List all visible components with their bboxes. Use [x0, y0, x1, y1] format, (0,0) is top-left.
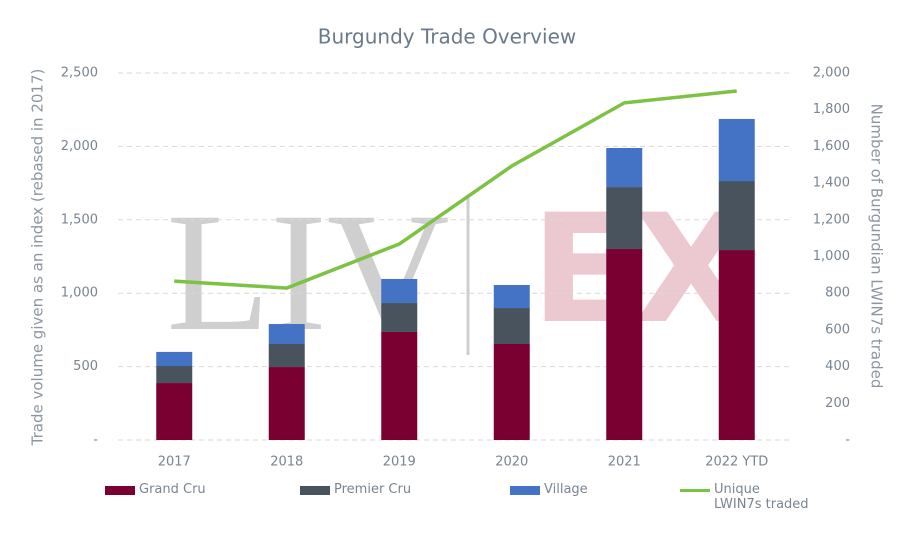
- y2-tick-label: 400: [825, 359, 850, 374]
- legend-swatch: [680, 489, 710, 492]
- y2-tick-label: 800: [825, 286, 850, 301]
- legend-swatch: [105, 486, 135, 495]
- y2-tick-label: 1,200: [813, 212, 850, 227]
- y2-tick-label: 1,800: [813, 102, 850, 117]
- bar: [268, 367, 305, 440]
- legend-item: Unique LWIN7s traded: [680, 482, 810, 512]
- y-tick-label: -: [93, 433, 98, 448]
- legend-label: Unique LWIN7s traded: [714, 482, 809, 512]
- x-tick-label: 2021: [608, 455, 641, 470]
- legend-item: Village: [510, 482, 670, 497]
- bar: [268, 343, 305, 368]
- chart-title: Burgundy Trade Overview: [318, 25, 576, 49]
- legend-item: Grand Cru: [105, 482, 285, 497]
- bar: [493, 343, 530, 440]
- bar: [718, 181, 755, 251]
- y-axis-title: Trade volume given as an index (rebased …: [29, 69, 47, 447]
- bar: [381, 278, 418, 304]
- x-tick-label: 2018: [270, 455, 303, 470]
- bar: [493, 308, 530, 344]
- bar: [606, 187, 643, 250]
- legend-swatch: [510, 486, 540, 495]
- bar: [493, 284, 530, 309]
- x-tick-label: 2022 YTD: [705, 455, 768, 470]
- bar: [156, 366, 193, 384]
- y-tick-label: 2,500: [61, 66, 98, 81]
- bar: [156, 351, 193, 367]
- y-tick-label: 1,500: [61, 212, 98, 227]
- bar: [268, 324, 305, 344]
- y2-axis-title: Number of Burgundian LWIN7s traded: [868, 104, 886, 389]
- x-tick-label: 2019: [383, 455, 416, 470]
- y2-tick-label: 1,400: [813, 176, 850, 191]
- y-tick-label: 2,000: [61, 139, 98, 154]
- y-tick-label: 500: [73, 359, 98, 374]
- bar: [606, 249, 643, 440]
- bar: [718, 250, 755, 440]
- x-tick-label: 2020: [495, 455, 528, 470]
- y2-tick-label: 1,600: [813, 139, 850, 154]
- bar: [718, 118, 755, 182]
- y2-tick-label: 1,000: [813, 249, 850, 264]
- y-tick-label: 1,000: [61, 286, 98, 301]
- legend-label: Premier Cru: [334, 482, 412, 497]
- x-tick-label: 2017: [158, 455, 191, 470]
- legend-swatch: [300, 486, 330, 495]
- line: [174, 89, 737, 290]
- bar: [606, 148, 643, 188]
- bar: [156, 383, 193, 440]
- y2-tick-label: 2,000: [813, 66, 850, 81]
- y2-tick-label: 200: [825, 396, 850, 411]
- y2-tick-label: 600: [825, 322, 850, 337]
- legend-item: Premier Cru: [300, 482, 490, 497]
- legend-label: Grand Cru: [139, 482, 206, 497]
- y2-tick-label: -: [845, 433, 850, 448]
- legend-label: Village: [544, 482, 588, 497]
- bar: [381, 331, 418, 440]
- bar: [381, 303, 418, 332]
